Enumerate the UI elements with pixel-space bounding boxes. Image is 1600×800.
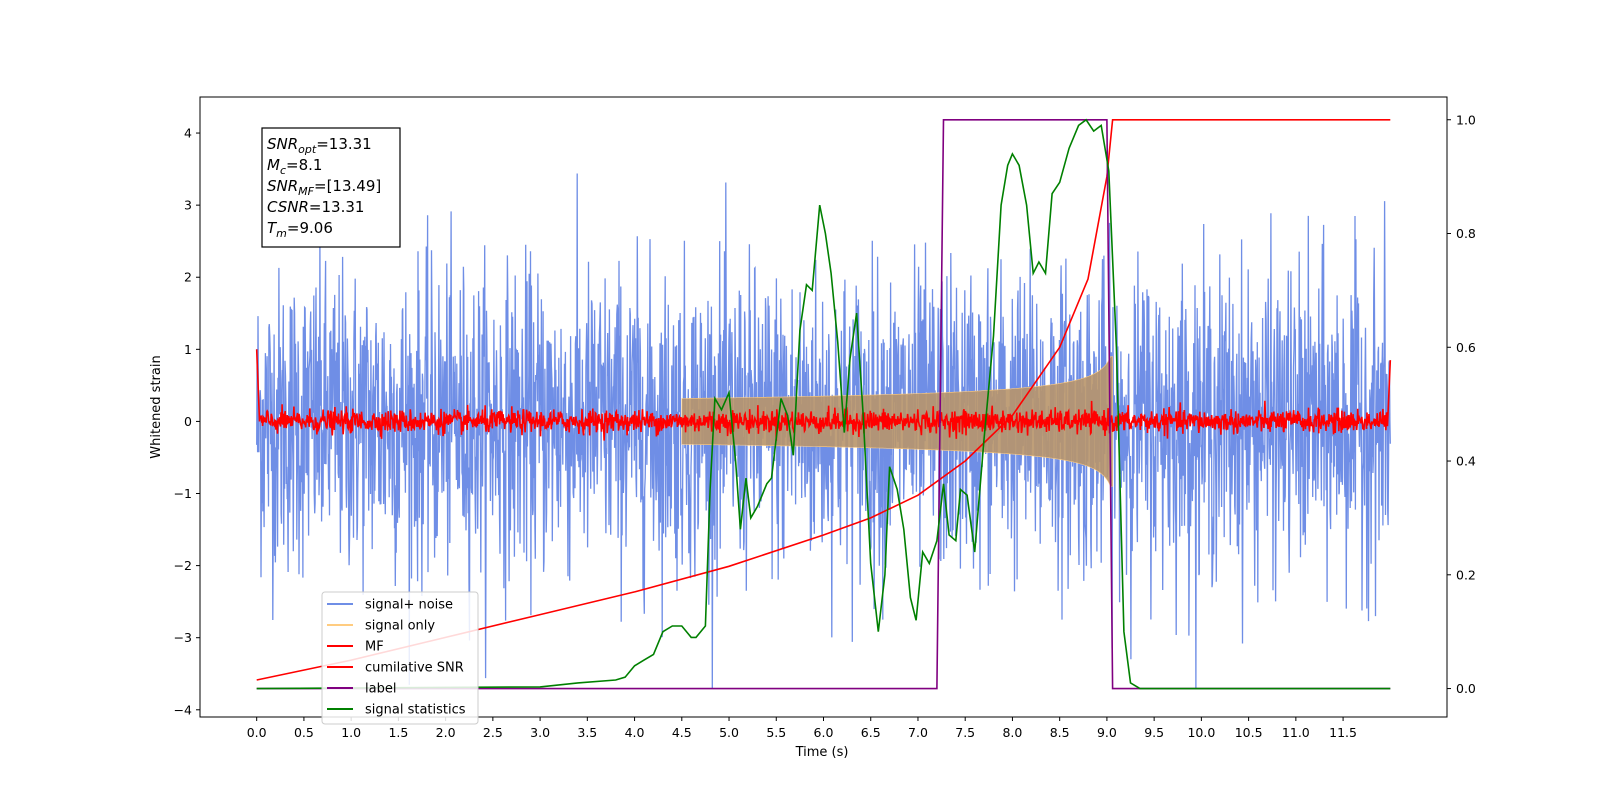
y-left-tick-label: −3 [174,630,192,645]
x-tick-label: 9.5 [1144,725,1164,740]
y-left-tick-label: 3 [184,198,192,213]
series-mf [255,349,1392,441]
x-tick-label: 5.5 [766,725,786,740]
annotation-frame [261,127,401,248]
x-tick-label: 8.5 [1050,725,1070,740]
x-tick-label: 0.0 [247,725,267,740]
y-right-tick-label: 0.6 [1456,340,1476,355]
x-axis: 0.0 0.5 1.0 1.5 2.0 2.5 3.0 3.5 4.0 4.5 5.0 5.5 6.0 6… [247,717,1357,740]
series-cumilative-snr [256,119,1391,681]
y-left-tick-label: 2 [184,270,192,285]
legend-label: signal+ noise [365,598,453,613]
y-axis-right: 0.0 0.2 0.4 0.6 0.8 1.0 [1447,112,1476,696]
legend-frame [321,591,479,725]
x-tick-label: 10.5 [1235,725,1263,740]
annotation-box: SNRopt=13.31Mc=8.1SNRMF=[13.49]CSNR=13.3… [261,127,401,248]
y-right-tick-label: 0.8 [1456,226,1476,241]
y-left-tick-label: −2 [174,558,192,573]
x-tick-label: 1.0 [341,725,361,740]
annotation-line: Tm=9.06 [267,219,333,240]
y-right-tick-label: 0.2 [1456,567,1476,582]
legend: signal+ noise signal only MF cumilative SNR… [321,591,479,725]
annotation-line: SNRMF=[13.49] [267,177,381,198]
x-tick-label: 3.0 [530,725,550,740]
legend-label: signal statistics [365,703,466,718]
series-layer [255,118,1392,690]
y-left-tick-label: 1 [184,342,192,357]
x-tick-label: 6.0 [814,725,834,740]
y-left-tick-label: 4 [184,126,192,141]
x-tick-label: 5.0 [719,725,739,740]
annotation-line: CSNR=13.31 [267,198,364,216]
x-tick-label: 11.0 [1282,725,1310,740]
x-tick-label: 4.0 [625,725,645,740]
legend-label: label [365,682,396,697]
x-tick-label: 2.5 [483,725,503,740]
y-left-tick-label: 0 [184,414,192,429]
y-axis-label: Whitened strain [149,355,164,458]
x-axis-label: Time (s) [795,745,849,760]
y-left-tick-label: −1 [174,486,192,501]
y-left-tick-label: −4 [174,702,192,717]
x-tick-label: 9.0 [1097,725,1117,740]
series-signal-statistics [256,118,1391,690]
y-axis-left: −4 −3 −2 −1 0 1 2 3 4 [174,126,200,717]
annotation-line: SNRopt=13.31 [267,135,372,156]
x-tick-label: 11.5 [1329,725,1357,740]
legend-label: MF [365,640,384,655]
x-tick-label: 4.5 [672,725,692,740]
y-right-tick-label: 0.4 [1456,454,1476,469]
legend-label: cumilative SNR [365,661,464,676]
x-tick-label: 7.5 [955,725,975,740]
x-tick-label: 2.0 [436,725,456,740]
y-right-tick-label: 1.0 [1456,112,1476,127]
x-tick-label: 8.0 [1002,725,1022,740]
x-tick-label: 3.5 [577,725,597,740]
y-right-tick-label: 0.0 [1456,681,1476,696]
x-tick-label: 10.0 [1187,725,1215,740]
x-tick-label: 7.0 [908,725,928,740]
x-tick-label: 1.5 [388,725,408,740]
legend-label: signal only [365,619,435,634]
x-tick-label: 6.5 [861,725,881,740]
annotation-line: Mc=8.1 [267,156,322,177]
x-tick-label: 0.5 [294,725,314,740]
